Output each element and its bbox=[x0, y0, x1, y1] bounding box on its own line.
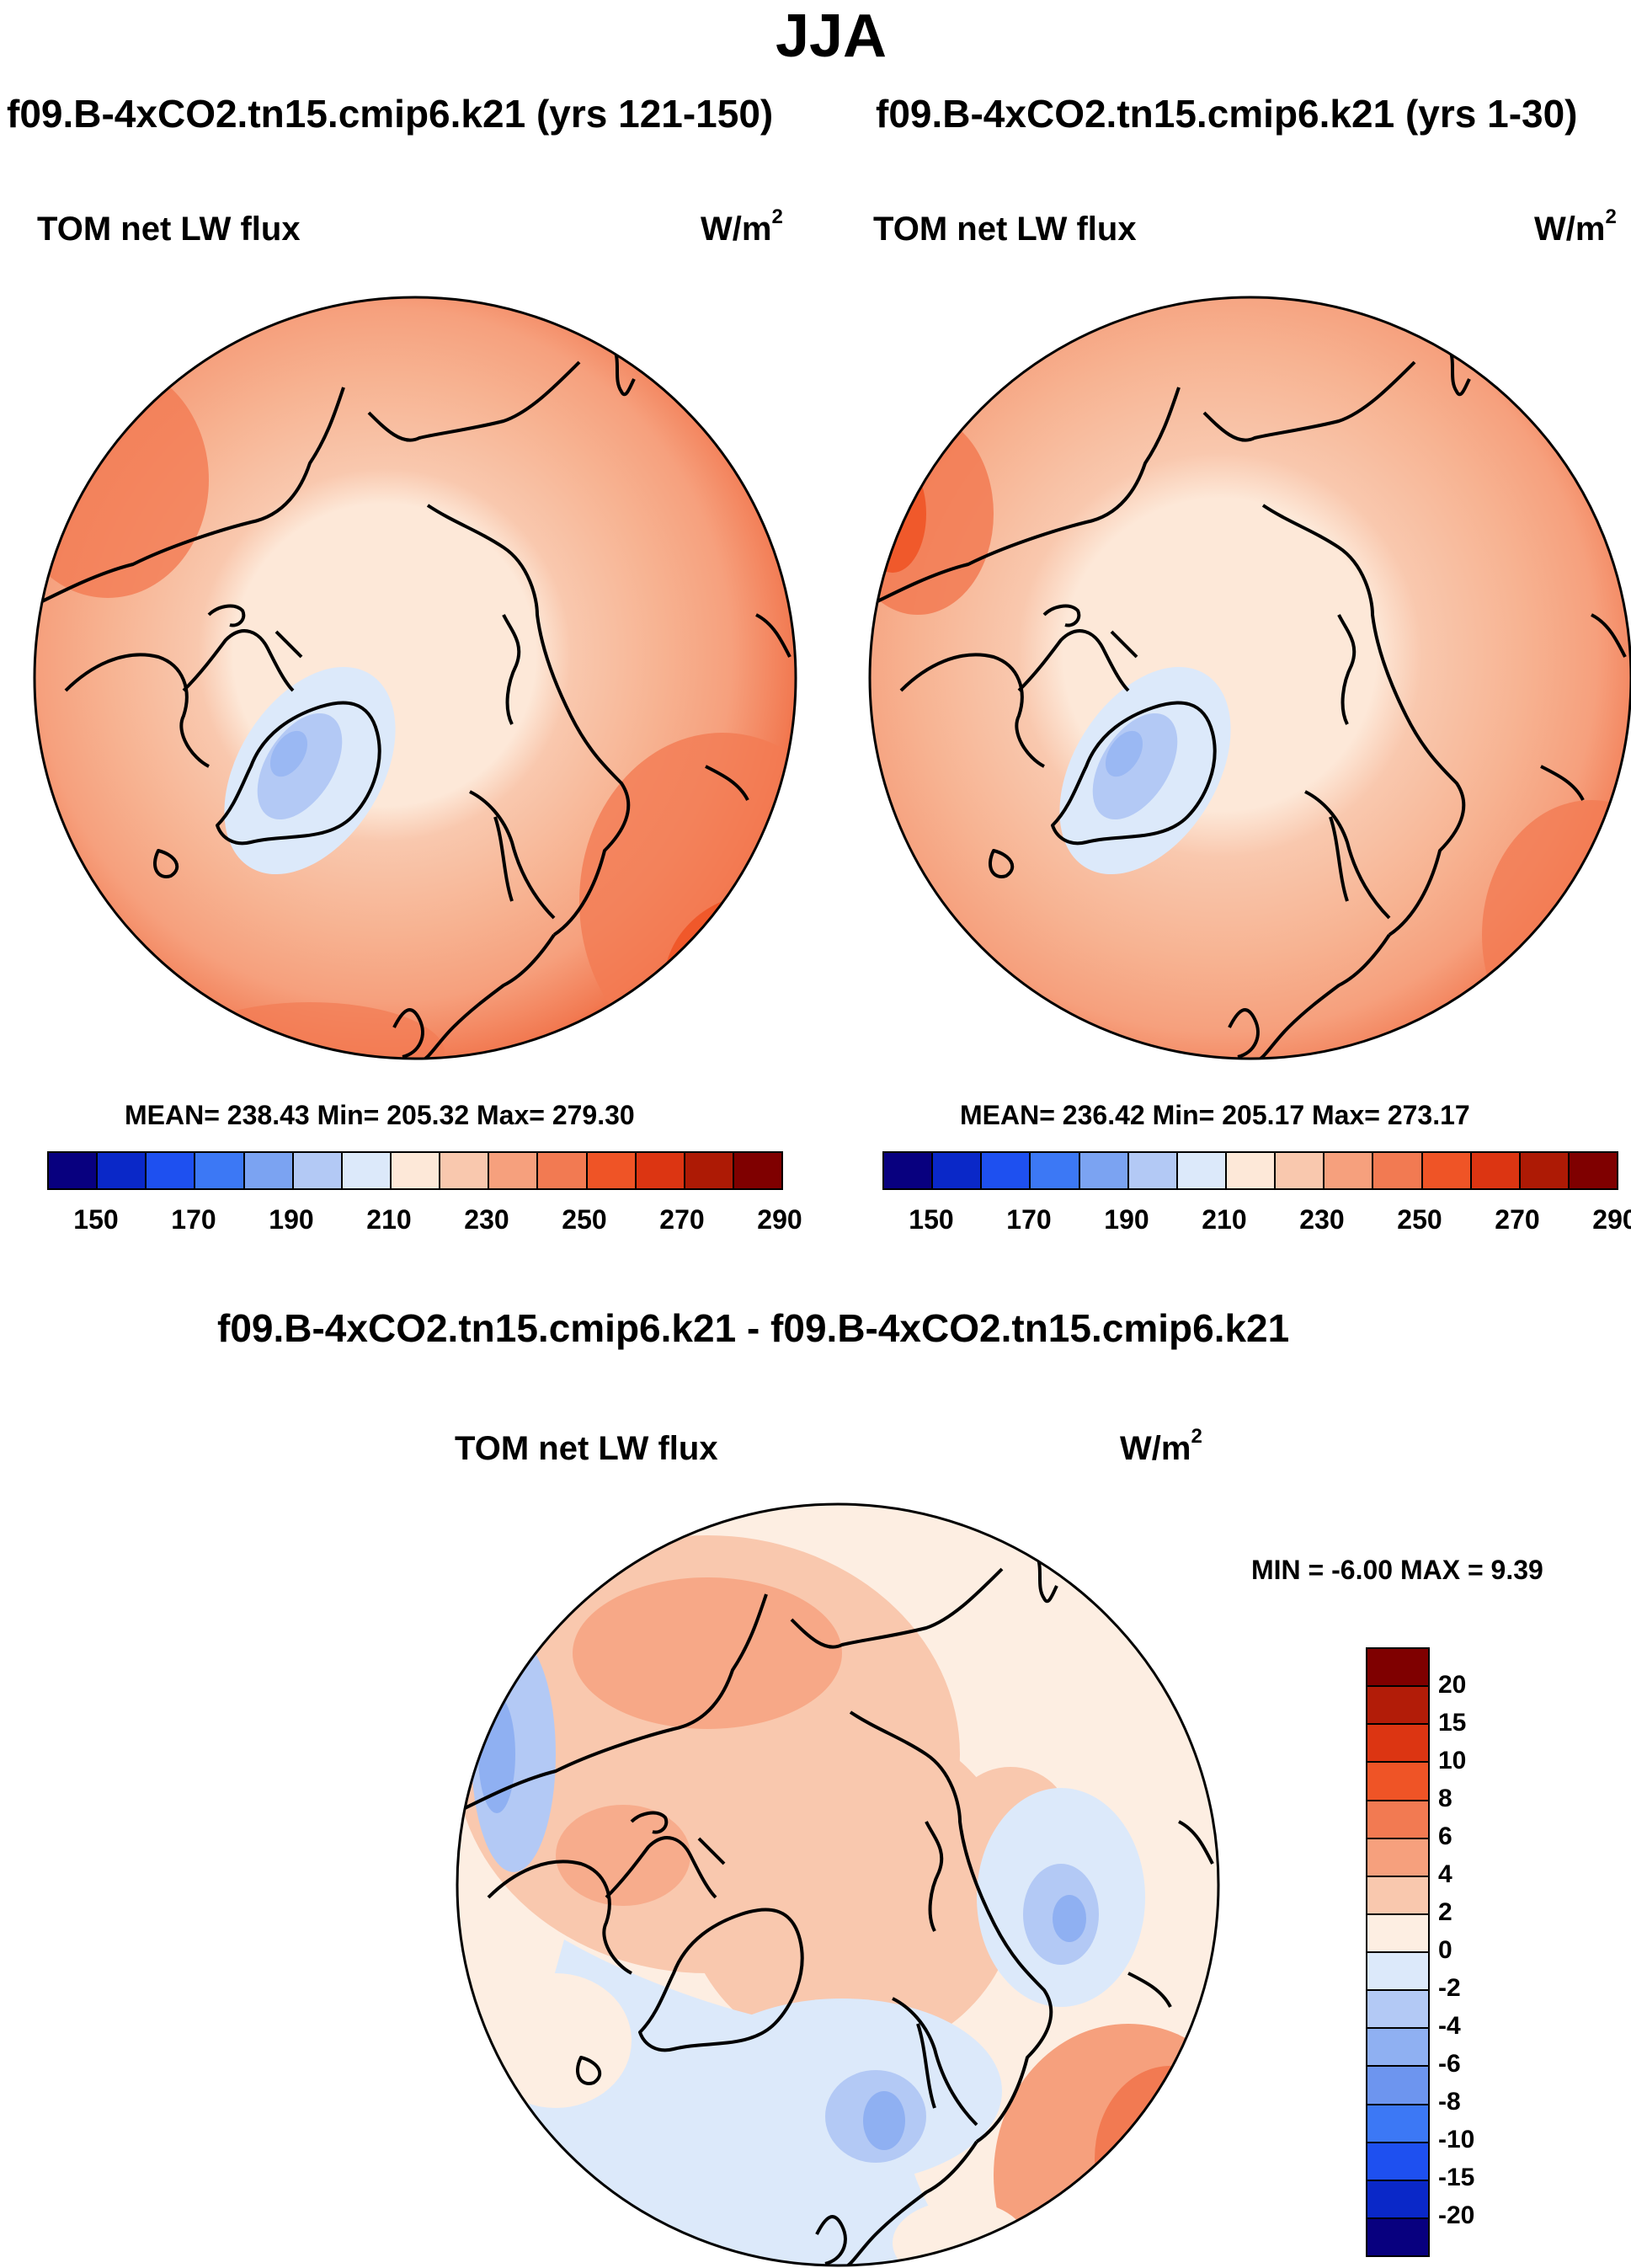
colorbar-swatch bbox=[1367, 1649, 1428, 1688]
colorbar-tick-label: 6 bbox=[1438, 1822, 1452, 1850]
panel2-stats: MEAN= 236.42 Min= 205.17 Max= 273.17 bbox=[960, 1100, 1470, 1130]
panel2-colorbar-labels: 150 170 190 210 230 250 270 290 bbox=[882, 1204, 1631, 1238]
panel1-polar-map bbox=[33, 296, 797, 1060]
diff-colorbar-labels: 20 15 10 8 6 4 2 0 -2 -4 -6 -8 -10 -15 -20 bbox=[1438, 1647, 1539, 2254]
figure-title: JJA bbox=[775, 3, 887, 70]
colorbar-swatch bbox=[1367, 1687, 1428, 1726]
colorbar-swatch bbox=[98, 1153, 147, 1188]
colorbar-swatch bbox=[1177, 1153, 1227, 1188]
colorbar-tick-label: 250 bbox=[1397, 1204, 1442, 1235]
colorbar-tick-label: -8 bbox=[1438, 2088, 1461, 2116]
colorbar-swatch bbox=[587, 1153, 637, 1188]
colorbar-swatch bbox=[391, 1153, 441, 1188]
colorbar-swatch bbox=[1367, 2105, 1428, 2143]
colorbar-swatch bbox=[244, 1153, 294, 1188]
colorbar-swatch bbox=[733, 1153, 782, 1188]
colorbar-swatch bbox=[1367, 2029, 1428, 2068]
panel1-stats: MEAN= 238.43 Min= 205.32 Max= 279.30 bbox=[125, 1100, 635, 1130]
colorbar-tick-label: 210 bbox=[1202, 1204, 1247, 1235]
colorbar-tick-label: -15 bbox=[1438, 2164, 1475, 2191]
colorbar-swatch bbox=[1367, 1763, 1428, 1801]
colorbar-tick-label: 8 bbox=[1438, 1785, 1452, 1812]
colorbar-swatch bbox=[1367, 2218, 1428, 2255]
colorbar-tick-label: -20 bbox=[1438, 2201, 1475, 2229]
colorbar-swatch bbox=[195, 1153, 245, 1188]
colorbar-swatch bbox=[1031, 1153, 1080, 1188]
colorbar-swatch bbox=[1276, 1153, 1325, 1188]
colorbar-swatch bbox=[1367, 2180, 1428, 2219]
colorbar-tick-label: 210 bbox=[366, 1204, 412, 1235]
colorbar-swatch bbox=[147, 1153, 196, 1188]
colorbar-tick-label: 170 bbox=[1006, 1204, 1052, 1235]
diff-colorbar bbox=[1366, 1647, 1430, 2257]
colorbar-tick-label: 230 bbox=[1299, 1204, 1345, 1235]
colorbar-tick-label: 10 bbox=[1438, 1747, 1467, 1774]
colorbar-swatch bbox=[1422, 1153, 1472, 1188]
colorbar-swatch bbox=[1367, 1991, 1428, 2030]
colorbar-tick-label: -2 bbox=[1438, 1974, 1461, 2002]
colorbar-tick-label: 250 bbox=[562, 1204, 607, 1235]
panel1-variable-label: TOM net LW flux bbox=[37, 211, 301, 248]
colorbar-swatch bbox=[538, 1153, 588, 1188]
colorbar-tick-label: -10 bbox=[1438, 2126, 1475, 2153]
colorbar-swatch bbox=[1367, 1953, 1428, 1992]
colorbar-swatch bbox=[1367, 2143, 1428, 2181]
panel2-polar-map bbox=[868, 296, 1631, 1060]
colorbar-tick-label: 150 bbox=[909, 1204, 954, 1235]
panel1-colorbar-labels: 150 170 190 210 230 250 270 290 bbox=[47, 1204, 802, 1238]
colorbar-tick-label: -6 bbox=[1438, 2050, 1461, 2078]
colorbar-swatch bbox=[1520, 1153, 1570, 1188]
colorbar-swatch bbox=[933, 1153, 983, 1188]
colorbar-swatch bbox=[1367, 1876, 1428, 1915]
diff-variable-label: TOM net LW flux bbox=[455, 1430, 718, 1467]
colorbar-swatch bbox=[1128, 1153, 1178, 1188]
panel1-units: W/m2 bbox=[701, 205, 783, 248]
colorbar-swatch bbox=[293, 1153, 343, 1188]
colorbar-tick-label: 20 bbox=[1438, 1671, 1467, 1699]
colorbar-swatch bbox=[1226, 1153, 1277, 1188]
colorbar-tick-label: 230 bbox=[464, 1204, 509, 1235]
panel2-case-title: f09.B-4xCO2.tn15.cmip6.k21 (yrs 1-30) bbox=[876, 92, 1578, 136]
panel1-colorbar bbox=[47, 1151, 783, 1190]
colorbar-tick-label: 290 bbox=[1592, 1204, 1631, 1235]
colorbar-tick-label: 15 bbox=[1438, 1709, 1467, 1737]
colorbar-swatch bbox=[1367, 2067, 1428, 2105]
diff-units: W/m2 bbox=[1120, 1425, 1202, 1467]
panel1-case-title: f09.B-4xCO2.tn15.cmip6.k21 (yrs 121-150) bbox=[7, 92, 774, 136]
colorbar-tick-label: 270 bbox=[1495, 1204, 1540, 1235]
panel2-variable-label: TOM net LW flux bbox=[873, 211, 1137, 248]
colorbar-tick-label: 150 bbox=[73, 1204, 119, 1235]
panel2-units: W/m2 bbox=[1534, 205, 1617, 248]
colorbar-swatch bbox=[1367, 1801, 1428, 1839]
colorbar-swatch bbox=[1373, 1153, 1423, 1188]
colorbar-swatch bbox=[1367, 1725, 1428, 1764]
diff-case-title: f09.B-4xCO2.tn15.cmip6.k21 - f09.B-4xCO2… bbox=[217, 1306, 1290, 1350]
colorbar-swatch bbox=[440, 1153, 490, 1188]
colorbar-tick-label: 290 bbox=[757, 1204, 802, 1235]
colorbar-swatch bbox=[1569, 1153, 1618, 1188]
diff-stats: MIN = -6.00 MAX = 9.39 bbox=[1251, 1555, 1543, 1585]
colorbar-tick-label: 190 bbox=[269, 1204, 314, 1235]
colorbar-swatch bbox=[884, 1153, 934, 1188]
colorbar-swatch bbox=[1079, 1153, 1129, 1188]
colorbar-swatch bbox=[1325, 1153, 1374, 1188]
colorbar-swatch bbox=[685, 1153, 734, 1188]
colorbar-swatch bbox=[1367, 1838, 1428, 1877]
colorbar-tick-label: -4 bbox=[1438, 2012, 1461, 2040]
colorbar-swatch bbox=[489, 1153, 539, 1188]
colorbar-swatch bbox=[49, 1153, 99, 1188]
colorbar-swatch bbox=[1471, 1153, 1521, 1188]
colorbar-tick-label: 170 bbox=[171, 1204, 216, 1235]
colorbar-tick-label: 270 bbox=[659, 1204, 705, 1235]
colorbar-tick-label: 0 bbox=[1438, 1936, 1452, 1964]
colorbar-swatch bbox=[342, 1153, 392, 1188]
diff-polar-map bbox=[456, 1502, 1220, 2267]
panel2-colorbar bbox=[882, 1151, 1618, 1190]
colorbar-swatch bbox=[982, 1153, 1031, 1188]
colorbar-swatch bbox=[1367, 1914, 1428, 1953]
colorbar-tick-label: 190 bbox=[1104, 1204, 1149, 1235]
colorbar-tick-label: 4 bbox=[1438, 1860, 1452, 1888]
colorbar-tick-label: 2 bbox=[1438, 1898, 1452, 1926]
colorbar-swatch bbox=[636, 1153, 685, 1188]
